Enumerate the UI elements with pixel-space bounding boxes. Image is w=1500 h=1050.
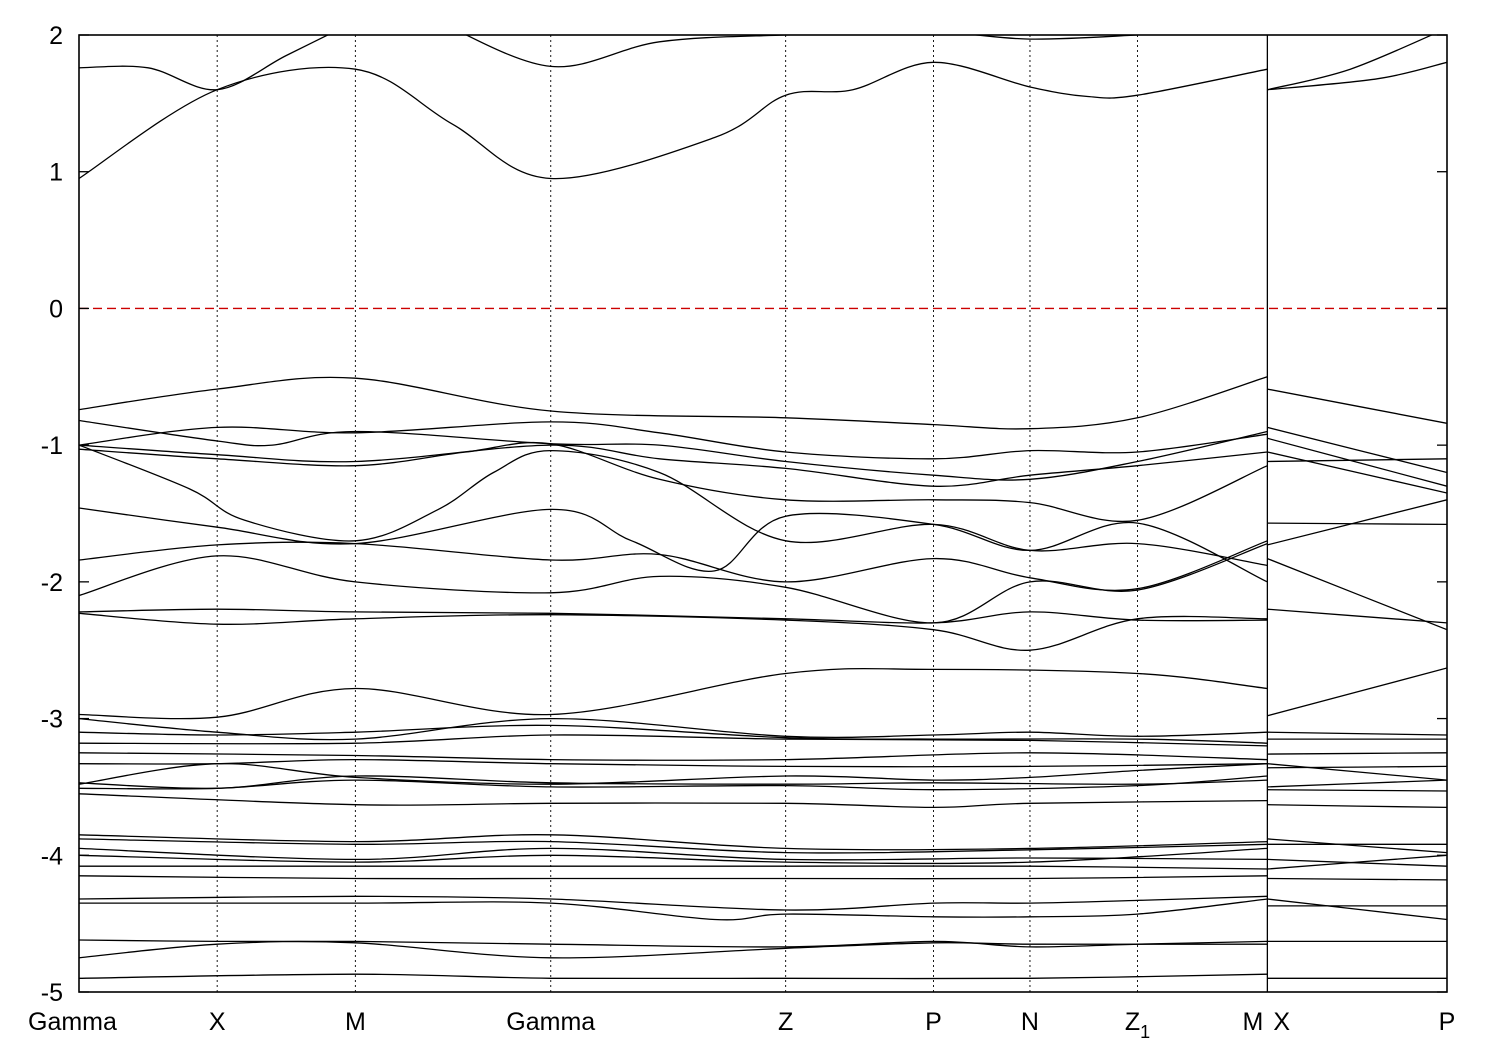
y-tick-label: -5 <box>41 979 63 1007</box>
band-25 <box>1267 458 1447 463</box>
y-tick-label: 2 <box>49 22 63 50</box>
band-9 <box>79 421 1268 460</box>
band-42 <box>1267 779 1447 788</box>
band-1 <box>79 61 1268 180</box>
band-41 <box>1267 765 1447 769</box>
band-62 <box>79 973 1268 980</box>
band-51 <box>79 895 1268 911</box>
band-5 <box>1267 61 1447 91</box>
band-60 <box>79 939 1268 948</box>
band-18 <box>1267 522 1447 526</box>
band-27 <box>1267 667 1447 717</box>
band-50 <box>79 875 1268 880</box>
band-2 <box>79 35 330 91</box>
band-lines <box>79 35 1447 980</box>
x-tick-label-m: M <box>345 1008 366 1036</box>
band-53 <box>1267 838 1447 854</box>
y-tick-label: -2 <box>41 569 63 597</box>
band-48 <box>79 847 1268 865</box>
band-36 <box>79 793 1268 809</box>
band-4 <box>1267 35 1434 91</box>
band-49 <box>79 865 1268 870</box>
x-tick-label-p: P <box>925 1008 942 1036</box>
band-7 <box>1267 388 1447 424</box>
band-8 <box>79 419 1268 481</box>
band-44 <box>1267 804 1447 809</box>
x-tick-label-z1: Z1 <box>1125 1008 1150 1042</box>
y-tick-label: -4 <box>41 842 63 870</box>
band-45 <box>79 834 1268 851</box>
band-6 <box>79 376 1268 430</box>
band-11 <box>79 444 1268 487</box>
band-19 <box>1267 499 1447 546</box>
band-33 <box>79 763 1268 785</box>
x-tick-label-gamma: Gamma <box>506 1008 595 1036</box>
y-tick-label: 1 <box>49 159 63 187</box>
plot-frame <box>78 34 1448 993</box>
x-tick-label-n: N <box>1021 1008 1039 1036</box>
band-40 <box>1267 763 1447 781</box>
y-tick-label: -3 <box>41 706 63 734</box>
axis-ticks <box>79 34 1447 993</box>
band-43 <box>1267 789 1447 792</box>
band-15 <box>79 542 1268 624</box>
y-tick-label: -1 <box>41 432 63 460</box>
x-tick-label-m: M <box>1243 1008 1264 1036</box>
band-12 <box>79 441 1268 523</box>
band-30 <box>79 734 1268 747</box>
band-24 <box>1267 451 1447 494</box>
x-tick-label-z: Z <box>778 1008 793 1036</box>
band-13 <box>79 507 1268 583</box>
band-57 <box>1267 877 1447 881</box>
plot-area <box>78 34 1448 993</box>
y-tick-label: 0 <box>49 295 63 323</box>
band-61 <box>79 940 1268 959</box>
band-31 <box>79 752 1268 761</box>
band-39 <box>1267 752 1447 755</box>
band-35 <box>79 775 1268 791</box>
x-tick-labels: Gamma X M Gamma Z P N Z1 M X P <box>28 1008 1455 1042</box>
band-3 <box>465 35 1138 68</box>
band-28 <box>79 717 1268 741</box>
high-symmetry-gridlines <box>216 35 1269 992</box>
band-16 <box>79 608 1268 624</box>
x-tick-label-x: X <box>209 1008 226 1036</box>
band-46 <box>79 838 1268 854</box>
x-tick-label-x: X <box>1273 1008 1290 1036</box>
band-37 <box>1267 731 1447 736</box>
band-22 <box>1267 426 1447 474</box>
band-10 <box>79 444 1268 567</box>
band-20 <box>1267 557 1447 631</box>
band-26 <box>79 667 1268 720</box>
band-17 <box>79 612 1268 651</box>
band-21 <box>1267 608 1447 624</box>
band-14 <box>79 540 1268 592</box>
x-tick-label-p: P <box>1439 1008 1456 1036</box>
band-47 <box>79 847 1268 861</box>
band-29 <box>79 724 1268 744</box>
band-58 <box>1267 898 1447 921</box>
band-52 <box>79 898 1268 921</box>
band-56 <box>1267 854 1447 870</box>
band-23 <box>1267 437 1447 487</box>
x-tick-label-gamma: Gamma <box>28 1008 117 1036</box>
y-tick-labels: -5 -4 -3 -2 -1 0 1 2 <box>41 22 63 1007</box>
